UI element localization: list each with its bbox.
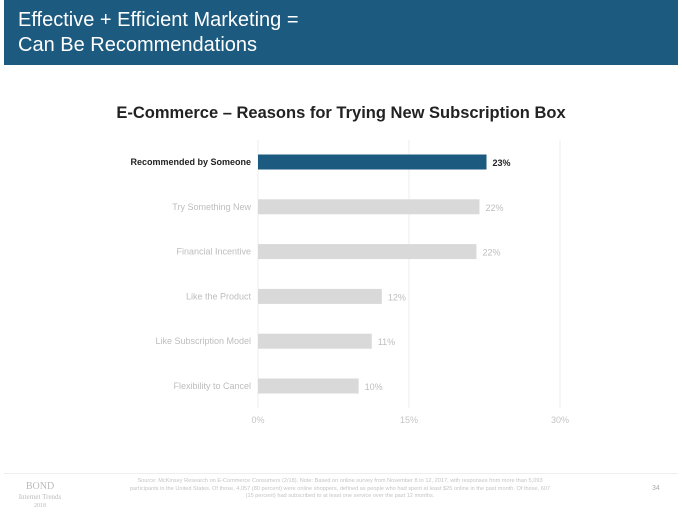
bar [258,333,372,349]
x-tick-label: 0% [251,415,264,425]
data-label: 22% [482,248,500,258]
x-tick-label: 15% [400,415,418,425]
source-note: Source: McKinsey Research on E-Commerce … [129,478,551,499]
bar [258,244,477,260]
footer-divider [4,473,678,474]
bond-logo-subtitle: Internet Trends [18,493,62,501]
x-tick-label: 30% [551,415,569,425]
slide-title-line1: Effective + Efficient Marketing = [18,9,299,31]
category-label: Try Something New [172,202,251,212]
category-label: Like Subscription Model [155,336,251,346]
data-label: 12% [388,292,406,302]
data-label: 11% [378,337,395,347]
bar [258,378,359,394]
bond-logo: BOND [25,481,55,492]
category-label: Flexibility to Cancel [173,381,251,391]
bond-logo-year: 2018 [34,503,46,509]
category-label: Like the Product [186,291,252,301]
slide-header: Effective + Efficient Marketing = Can Be… [4,0,678,65]
bar-chart: 0% 15% 30% Recommended by Someone 23% Try Som… [130,140,569,425]
category-label: Recommended by Someone [130,157,251,167]
data-label: 22% [485,203,503,213]
chart-title: E-Commerce – Reasons for Trying New Subs… [116,104,566,122]
category-label: Financial Incentive [176,247,251,257]
data-label: 10% [365,382,383,392]
data-label: 23% [493,158,511,168]
bar [258,154,487,170]
page-number: 34 [652,485,660,492]
bar [258,199,480,215]
slide-title-line2: Can Be Recommendations [18,34,258,56]
bar [258,288,382,304]
